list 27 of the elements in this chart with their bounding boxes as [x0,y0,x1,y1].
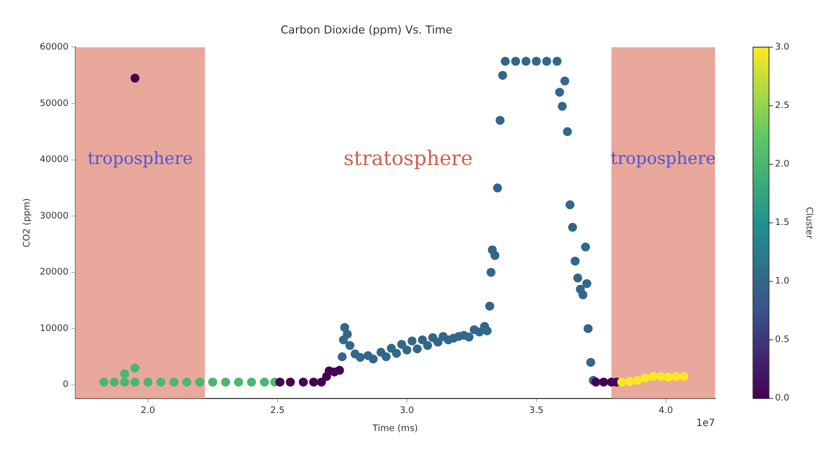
y-tick-label: 30000 [40,211,69,222]
x-tick-label: 4.0 [658,406,674,416]
x-tick-label: 2.0 [140,406,156,416]
y-tick-label: 50000 [40,98,69,109]
color-bar-label: 1.0 [775,276,790,287]
color-bar-title: Cluster [804,206,814,240]
y-tick-label: 60000 [40,42,69,53]
text: 1e7 [696,418,715,429]
x-tick-label: 2.5 [270,406,285,416]
chart-title: Carbon Dioxide (ppm) Vs. Time [280,23,453,36]
y-tick-label: 10000 [40,324,69,334]
band-label: troposphere [88,149,193,170]
color-bar-label: 2.5 [775,101,790,112]
color-bar-label: 3.0 [775,42,790,53]
color-bar-label: 0.5 [775,335,790,346]
y-axis-title: CO2 (ppm) [22,198,33,248]
band-label: troposphere [610,149,716,170]
color-bar-label: 1.5 [775,218,790,228]
annotation: stratosphere [344,146,473,170]
y-tick-label: 20000 [40,268,69,278]
y-tick-label: 0 [62,380,69,390]
color-bar-label: 0.0 [775,394,790,404]
y-tick-label: 40000 [40,155,69,166]
x-tick-label: 3.0 [400,406,414,416]
color-bar-label: 2.0 [775,160,790,170]
x-axis-title: Time (ms) [372,424,418,434]
x-tick-label: 3.5 [529,406,544,416]
